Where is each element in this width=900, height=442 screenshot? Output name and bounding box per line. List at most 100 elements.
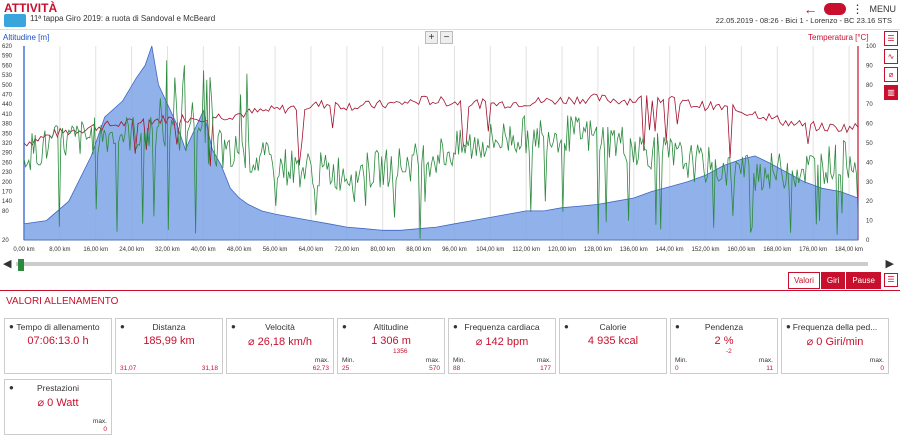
value-card: ● Calorie 4 935 kcal: [559, 318, 667, 374]
card-max-label: max.: [92, 418, 107, 425]
x-tick-label: 24,00 km: [119, 247, 144, 253]
card-label: Frequenza cardiaca: [464, 322, 540, 332]
left-tick-label: 260: [2, 160, 13, 166]
tab-pause[interactable]: Pause: [846, 272, 881, 289]
left-tick-label: 560: [2, 63, 13, 69]
card-max-value: 62,73: [312, 365, 329, 372]
left-tick-label: 380: [2, 122, 13, 128]
card-min-value: 0: [675, 365, 679, 372]
x-tick-label: 152,00 km: [692, 247, 720, 253]
card-max-label: max.: [869, 357, 884, 364]
x-tick-label: 80,00 km: [370, 247, 395, 253]
x-tick-label: 168,00 km: [763, 247, 791, 253]
left-tick-label: 140: [2, 199, 13, 205]
right-tick-label: 80: [866, 83, 873, 89]
right-tick-label: 100: [866, 44, 877, 50]
card-value: ⌀ 0 Giri/min: [806, 336, 864, 348]
list-icon[interactable]: ☰: [884, 31, 898, 46]
card-label: Altitudine: [373, 322, 409, 332]
card-value: ⌀ 26,18 km/h: [247, 336, 313, 348]
left-tick-label: 170: [2, 190, 13, 196]
left-tick-label: 500: [2, 83, 13, 89]
left-tick-label: 20: [2, 238, 9, 244]
card-min-label: Min.: [675, 357, 688, 364]
x-tick-label: 112,00 km: [512, 247, 540, 253]
altitude-area: [23, 45, 859, 241]
mountain-icon: ●: [342, 322, 347, 331]
x-tick-label: 96,00 km: [442, 247, 467, 253]
tab-valori[interactable]: Valori: [788, 272, 820, 289]
left-tick-label: 80: [2, 209, 9, 215]
card-label: Prestazioni: [36, 383, 80, 393]
tab-giri[interactable]: Giri: [820, 272, 846, 289]
x-tick-label: 72,00 km: [334, 247, 359, 253]
top-bar: ATTIVITÀ 11ª tappa Giro 2019: a ruota di…: [0, 0, 900, 29]
card-label: Velocità: [265, 322, 295, 332]
card-label: Frequenza della ped...: [792, 322, 878, 332]
panel-title: VALORI ALLENAMENTO: [6, 296, 119, 307]
x-tick-label: 176,00 km: [799, 247, 827, 253]
right-tick-label: 0: [866, 238, 870, 244]
back-arrow-icon[interactable]: ←: [803, 1, 818, 17]
card-max-label: max.: [758, 357, 773, 364]
card-secondary-value: -2: [726, 348, 732, 355]
x-tick-label: 8,00 km: [49, 247, 70, 253]
page-title: ATTIVITÀ: [4, 1, 58, 15]
activity-chart[interactable]: 0,00 km 8,00 km 16,00 km 24,00 km 32,00 km 40…: [0, 30, 900, 256]
right-axis-title[interactable]: Temperatura [°C]: [808, 33, 869, 42]
x-tick-label: 56,00 km: [263, 247, 288, 253]
x-tick-label: 16,00 km: [83, 247, 108, 253]
road-icon: ●: [120, 322, 125, 331]
line-chart-icon[interactable]: ∿: [884, 49, 898, 64]
chart-area[interactable]: 0,00 km 8,00 km 16,00 km 24,00 km 32,00 km 40…: [0, 29, 900, 274]
card-max-label: max.: [536, 357, 551, 364]
left-tick-label: 200: [2, 180, 13, 186]
speedometer-icon: ●: [231, 322, 236, 331]
x-tick-label: 144,00 km: [656, 247, 684, 253]
value-card: ● Frequenza della ped... ⌀ 0 Giri/min max. 0: [781, 318, 889, 374]
scroll-right-icon[interactable]: ▶: [885, 258, 894, 270]
x-tick-label: 128,00 km: [584, 247, 612, 253]
x-tick-label: 120,00 km: [548, 247, 576, 253]
card-max-label: max.: [314, 357, 329, 364]
temperature-line: [23, 93, 859, 167]
card-label: Distanza: [152, 322, 186, 332]
card-max-value: 0: [880, 365, 884, 372]
card-value: 185,99 km: [143, 335, 195, 347]
card-value: ⌀ 0 Watt: [37, 397, 79, 409]
left-axis-title[interactable]: Altitudine [m]: [3, 33, 50, 42]
slope-icon: ●: [675, 322, 680, 331]
value-card: ● Distanza 185,99 km 31,07 31,18: [115, 318, 223, 374]
bar-chart-icon[interactable]: ▥: [884, 85, 898, 100]
left-tick-label: 440: [2, 102, 13, 108]
more-vertical-icon[interactable]: ⋮: [851, 2, 864, 16]
card-max-value: 570: [429, 365, 440, 372]
value-card: ● Velocità ⌀ 26,18 km/h max. 62,73: [226, 318, 334, 374]
flame-icon: ●: [564, 322, 569, 331]
x-tick-label: 32,00 km: [155, 247, 180, 253]
right-tick-label: 90: [866, 63, 873, 69]
card-value: 1 306 m: [371, 335, 411, 347]
scroll-left-icon[interactable]: ◀: [3, 258, 12, 270]
green-series-line: [23, 60, 859, 239]
no-pause-icon[interactable]: ⌀: [884, 67, 898, 82]
list-view-icon[interactable]: ☰: [884, 273, 898, 287]
value-card: ● Tempo di allenamento 07:06:13.0 h: [4, 318, 112, 374]
card-min-value: 25: [342, 365, 350, 372]
zoom-in-button[interactable]: +: [425, 31, 438, 44]
activity-meta: 22.05.2019 - 08:26 - Bici 1 - Lorenzo - …: [715, 16, 892, 25]
x-tick-label: 136,00 km: [620, 247, 648, 253]
chart-scrollbar[interactable]: ◀ ▶: [0, 255, 900, 273]
scroll-track[interactable]: [16, 262, 868, 266]
left-tick-label: 350: [2, 131, 13, 137]
menu-button[interactable]: MENU: [869, 4, 897, 14]
left-tick-label: 290: [2, 151, 13, 157]
x-tick-label: 40,00 km: [191, 247, 216, 253]
x-tick-label: 48,00 km: [227, 247, 252, 253]
x-tick-label: 160,00 km: [727, 247, 755, 253]
value-card: ● Prestazioni ⌀ 0 Watt max. 0: [4, 379, 112, 435]
scroll-thumb[interactable]: [18, 259, 24, 271]
cloud-sync-icon[interactable]: [823, 3, 846, 15]
card-label: Pendenza: [704, 322, 744, 332]
zoom-out-button[interactable]: −: [440, 31, 453, 44]
